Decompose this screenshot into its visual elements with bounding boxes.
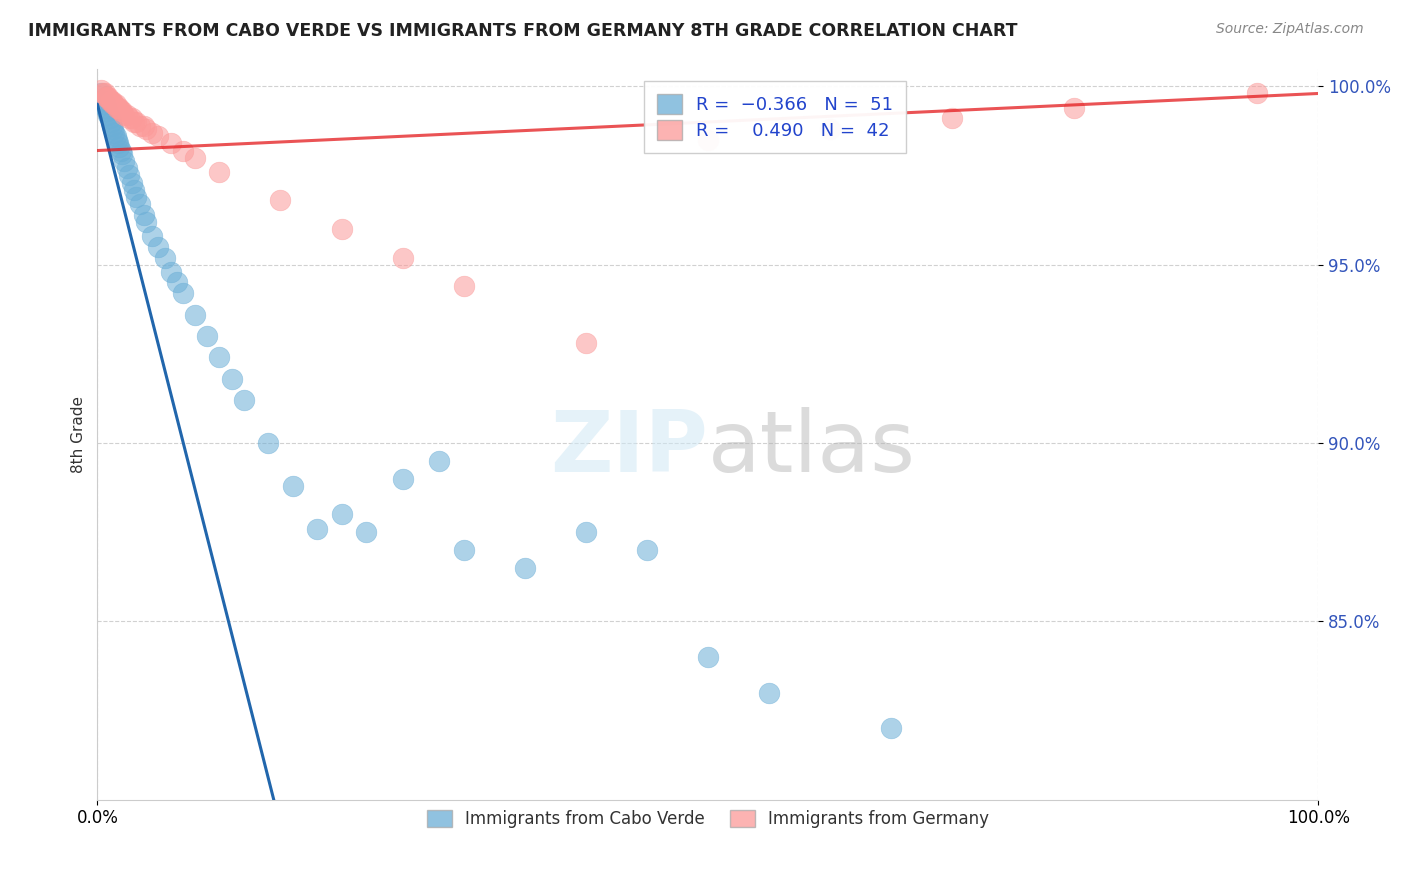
Point (172, 144, 194, 158)
Point (232, 393, 254, 408)
Point (135, 215, 157, 229)
Point (90, 87, 112, 101)
Point (115, 108, 138, 122)
Point (118, 169, 141, 183)
Point (1063, 101, 1085, 115)
Text: Source: ZipAtlas.com: Source: ZipAtlas.com (1216, 22, 1364, 37)
Point (941, 112, 963, 126)
Point (103, 97, 125, 112)
Point (104, 129, 127, 144)
Point (96, 104, 118, 119)
Point (166, 276, 188, 290)
Point (132, 208, 155, 222)
Point (148, 129, 170, 144)
Point (107, 101, 129, 115)
Point (97, 90, 120, 104)
Point (111, 147, 134, 161)
Point (453, 542, 475, 557)
Point (636, 542, 658, 557)
Point (257, 436, 280, 450)
Point (103, 126, 125, 140)
Point (98, 94, 121, 108)
Point (269, 194, 291, 208)
Point (184, 151, 207, 165)
Text: IMMIGRANTS FROM CABO VERDE VS IMMIGRANTS FROM GERMANY 8TH GRADE CORRELATION CHAR: IMMIGRANTS FROM CABO VERDE VS IMMIGRANTS… (28, 22, 1018, 40)
Point (108, 140, 131, 154)
Point (101, 119, 124, 133)
Point (135, 122, 157, 136)
Point (141, 126, 163, 140)
Point (818, 122, 841, 136)
Point (281, 479, 304, 493)
Point (159, 136, 181, 151)
Point (125, 190, 148, 204)
Point (104, 97, 127, 112)
Point (93, 94, 115, 108)
Point (159, 265, 181, 279)
Point (111, 104, 134, 119)
Point (172, 286, 194, 301)
Point (121, 112, 143, 126)
Text: ZIP: ZIP (550, 407, 707, 490)
Point (758, 685, 780, 699)
Point (575, 525, 598, 540)
Point (93, 87, 115, 101)
Point (94, 101, 117, 115)
Point (391, 251, 413, 265)
Point (97, 108, 120, 122)
Point (108, 101, 131, 115)
Point (184, 308, 207, 322)
Point (125, 115, 148, 129)
Point (112, 108, 135, 122)
Point (696, 649, 718, 664)
Point (90, 83, 112, 97)
Point (105, 101, 128, 115)
Point (453, 279, 475, 293)
Point (105, 133, 128, 147)
Point (221, 372, 243, 386)
Point (148, 240, 170, 254)
Point (391, 472, 413, 486)
Point (880, 721, 903, 735)
Point (195, 329, 218, 343)
Point (98, 112, 121, 126)
Point (94, 90, 117, 104)
Text: atlas: atlas (707, 407, 915, 490)
Point (100, 115, 122, 129)
Point (107, 136, 129, 151)
Point (330, 508, 353, 522)
Point (93, 87, 115, 101)
Point (330, 222, 353, 236)
Point (513, 560, 536, 574)
Point (101, 94, 124, 108)
Point (696, 133, 718, 147)
Point (575, 336, 598, 351)
Point (110, 104, 132, 119)
Point (354, 525, 377, 540)
Point (427, 454, 450, 468)
Point (208, 351, 231, 365)
Point (118, 112, 141, 126)
Point (121, 176, 143, 190)
Point (208, 165, 231, 179)
Point (110, 144, 132, 158)
Point (100, 94, 122, 108)
Point (93, 97, 115, 112)
Point (96, 90, 118, 104)
Point (122, 183, 145, 197)
Legend: Immigrants from Cabo Verde, Immigrants from Germany: Immigrants from Cabo Verde, Immigrants f… (420, 804, 995, 835)
Point (122, 115, 145, 129)
Point (112, 154, 135, 169)
Point (153, 251, 176, 265)
Point (1246, 87, 1268, 101)
Y-axis label: 8th Grade: 8th Grade (72, 395, 86, 473)
Point (129, 197, 152, 211)
Point (103, 97, 125, 112)
Point (103, 122, 125, 136)
Point (129, 119, 152, 133)
Point (115, 161, 138, 176)
Point (141, 229, 163, 244)
Point (132, 119, 155, 133)
Point (307, 522, 329, 536)
